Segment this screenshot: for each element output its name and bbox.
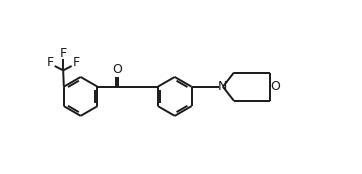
- Text: O: O: [112, 63, 122, 76]
- Text: O: O: [271, 80, 281, 93]
- Text: F: F: [46, 56, 54, 69]
- Text: F: F: [73, 56, 80, 69]
- Text: F: F: [60, 47, 67, 60]
- Text: N: N: [218, 80, 228, 93]
